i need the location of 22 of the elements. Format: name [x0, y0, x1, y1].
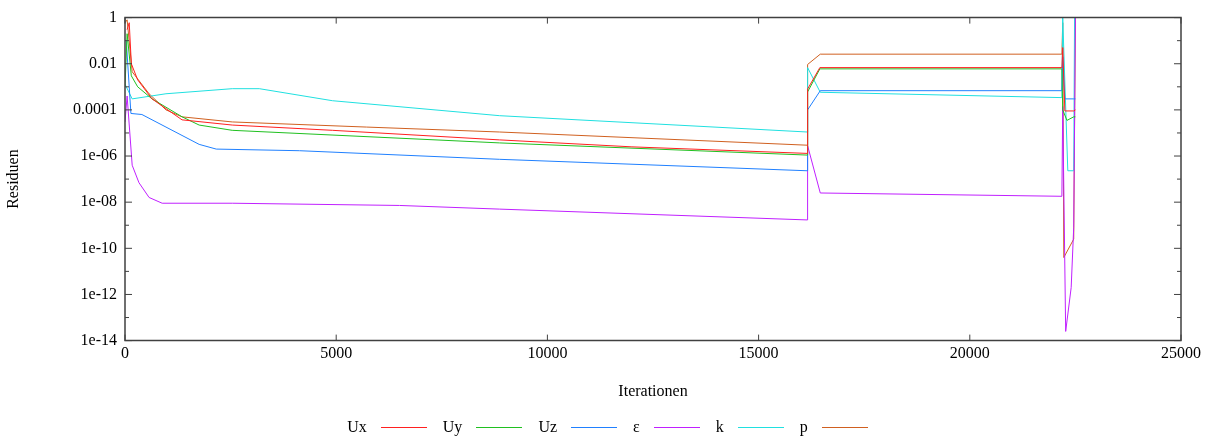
legend-label: ε: [633, 418, 640, 436]
legend-label: p: [799, 418, 808, 436]
y-tick-label: 1: [109, 7, 117, 25]
x-tick-label: 15000: [738, 344, 779, 362]
x-tick-label: 25000: [1161, 344, 1201, 362]
y-tick-label: 0.01: [89, 53, 117, 71]
legend-label: Ux: [347, 418, 367, 436]
x-tick-label: 0: [121, 344, 129, 362]
y-tick-label: 1e-12: [80, 284, 117, 302]
y-tick-label: 1e-14: [80, 330, 117, 348]
y-tick-label: 1e-06: [80, 146, 117, 164]
x-tick-label: 5000: [320, 344, 353, 362]
legend-label: k: [715, 418, 724, 436]
legend-label: Uz: [538, 418, 558, 436]
y-tick-label: 1e-10: [80, 238, 117, 256]
x-axis-title: Iterationen: [618, 381, 688, 399]
y-axis-title: Residuen: [3, 149, 21, 209]
y-tick-label: 0.0001: [73, 100, 117, 118]
x-tick-label: 20000: [949, 344, 990, 362]
y-tick-label: 1e-08: [80, 192, 117, 210]
legend-label: Uy: [442, 418, 463, 436]
x-tick-label: 10000: [527, 344, 568, 362]
